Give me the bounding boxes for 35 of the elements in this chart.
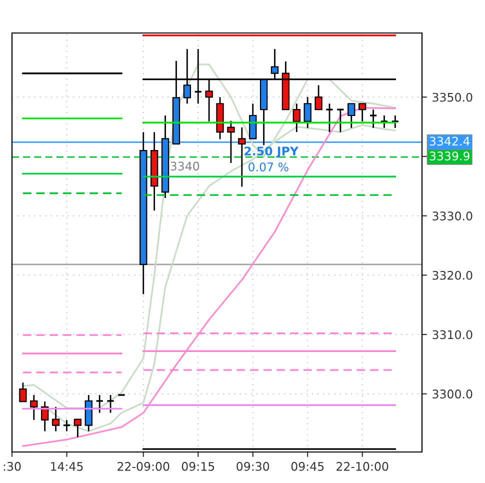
candlestick (369, 108, 378, 129)
candlestick (30, 394, 38, 421)
y-tick-label: 3320.0 (432, 270, 472, 280)
x-tick-label: 09:45 (291, 462, 324, 471)
ref-line-label: 3342.4 (430, 136, 470, 146)
y-tick-label: 3310.0 (432, 330, 472, 340)
x-tick-label: :30 (4, 462, 21, 471)
candlestick (391, 114, 400, 129)
candlestick (19, 382, 27, 402)
candlestick (95, 394, 104, 414)
candlestick (358, 102, 366, 122)
candlestick (52, 406, 60, 432)
candlestick (227, 120, 235, 164)
x-tick-label: 09:30 (236, 462, 270, 471)
candlestick (292, 102, 300, 133)
y-tick-label: 3300.0 (432, 390, 472, 398)
candlestick (314, 84, 322, 110)
candlestick (348, 102, 356, 129)
candlestick (74, 418, 82, 438)
candlestick (106, 394, 115, 414)
x-tick-label: 14:45 (51, 462, 83, 471)
x-tick-label: 22-09:00 (118, 462, 170, 471)
annotation: 3340 (170, 162, 200, 171)
candlestick (238, 126, 246, 188)
candlestick (325, 102, 334, 133)
annotation: 2.50 JPY (244, 146, 299, 158)
ref-line-label: 3339.9 (430, 152, 470, 160)
candlestick (336, 108, 345, 133)
annotation: 0.07 % (248, 162, 288, 172)
y-tick-label: 3350.0 (432, 92, 472, 102)
x-tick-label: 09:15 (182, 462, 214, 471)
candlestick (304, 96, 312, 129)
x-tick-label: 22-10:00 (336, 462, 388, 471)
candlestick (249, 102, 257, 140)
y-tick-label: 3330.0 (432, 212, 472, 220)
